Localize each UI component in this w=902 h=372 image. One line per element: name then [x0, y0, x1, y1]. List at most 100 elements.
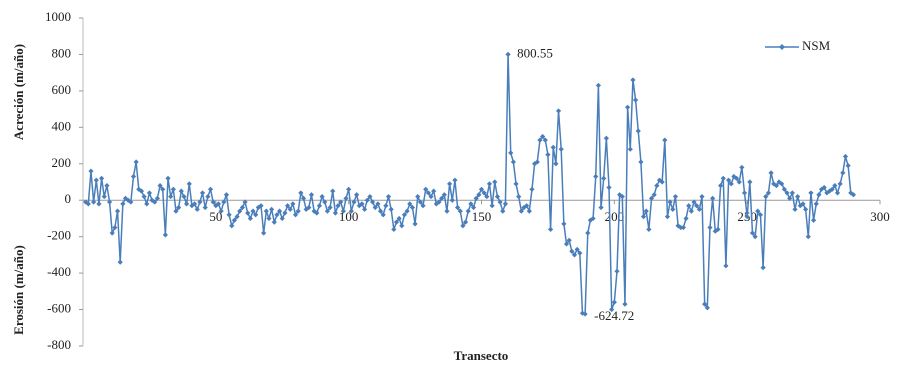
data-point — [489, 203, 495, 209]
data-point — [117, 259, 123, 265]
data-point — [423, 186, 429, 192]
data-point — [550, 144, 556, 150]
data-point — [609, 306, 615, 313]
data-point — [540, 133, 546, 140]
data-point — [298, 190, 304, 196]
y-tick-label: -200 — [47, 228, 71, 243]
data-point — [106, 199, 113, 205]
data-point — [295, 208, 301, 214]
data-point — [133, 159, 139, 165]
data-point — [595, 82, 601, 89]
data-point — [263, 208, 269, 214]
data-point — [93, 177, 99, 183]
data-point — [245, 210, 251, 216]
data-point — [473, 195, 479, 201]
data-point — [255, 204, 261, 211]
data-point — [667, 199, 673, 205]
data-point — [205, 193, 211, 200]
data-point — [747, 179, 753, 185]
data-point — [696, 206, 702, 212]
x-tick-label: 50 — [209, 209, 222, 224]
data-point — [842, 153, 849, 160]
data-point — [832, 183, 838, 189]
data-point — [279, 215, 285, 222]
data-point — [210, 199, 216, 205]
data-point — [744, 214, 750, 220]
data-point — [221, 199, 227, 205]
data-point — [648, 195, 655, 201]
data-point — [173, 208, 179, 214]
data-point — [521, 204, 527, 211]
data-point — [242, 199, 248, 205]
data-point — [850, 192, 857, 198]
data-point — [306, 204, 312, 211]
data-point — [207, 186, 214, 192]
data-point — [553, 161, 559, 167]
data-point — [332, 210, 338, 216]
data-point — [795, 193, 801, 200]
data-point — [218, 208, 224, 214]
data-point — [686, 203, 692, 209]
data-point — [284, 203, 291, 209]
data-point — [555, 108, 562, 114]
data-point — [441, 192, 447, 198]
data-point — [765, 190, 772, 196]
data-point — [840, 170, 846, 176]
data-point — [239, 204, 245, 211]
data-point — [800, 201, 806, 207]
data-point — [372, 204, 378, 211]
data-point — [199, 190, 206, 196]
data-point — [319, 193, 325, 200]
data-point — [773, 183, 779, 189]
data-point — [460, 223, 466, 229]
data-point — [399, 223, 405, 229]
data-point — [494, 193, 501, 200]
data-point — [816, 192, 822, 198]
data-point — [101, 193, 107, 200]
data-point — [574, 246, 580, 253]
data-point — [651, 192, 657, 198]
data-point — [359, 201, 365, 207]
y-tick-label: 600 — [52, 82, 72, 97]
data-point — [194, 206, 200, 212]
data-point — [383, 203, 389, 209]
data-point — [327, 204, 333, 211]
data-point — [537, 137, 543, 143]
data-point — [635, 128, 641, 134]
data-point — [348, 208, 354, 214]
data-point — [338, 199, 344, 205]
data-point — [330, 188, 336, 194]
data-point — [606, 184, 612, 191]
data-point — [741, 190, 748, 196]
data-point — [287, 206, 293, 212]
data-point — [178, 188, 184, 194]
data-point — [401, 212, 408, 218]
data-point — [640, 214, 647, 220]
data-point — [632, 97, 639, 103]
data-point — [577, 250, 583, 256]
data-point — [261, 230, 267, 236]
data-point — [436, 199, 442, 205]
data-label: 800.55 — [517, 45, 553, 60]
data-point — [170, 186, 176, 192]
data-point — [787, 195, 793, 201]
data-point — [152, 199, 158, 205]
data-point — [797, 203, 803, 209]
data-point — [162, 232, 168, 238]
data-point — [760, 265, 766, 271]
data-point — [529, 186, 535, 192]
data-point — [603, 135, 609, 141]
data-point — [675, 223, 681, 229]
data-point — [112, 224, 118, 231]
data-point — [335, 203, 341, 209]
data-point — [292, 212, 299, 218]
data-point — [202, 204, 208, 211]
data-point — [680, 224, 687, 231]
data-point — [699, 193, 705, 200]
data-point — [478, 186, 485, 192]
data-point — [757, 212, 764, 218]
data-point — [492, 179, 498, 185]
data-point — [486, 181, 493, 187]
y-tick-label: -600 — [47, 301, 71, 316]
data-point — [547, 226, 554, 232]
